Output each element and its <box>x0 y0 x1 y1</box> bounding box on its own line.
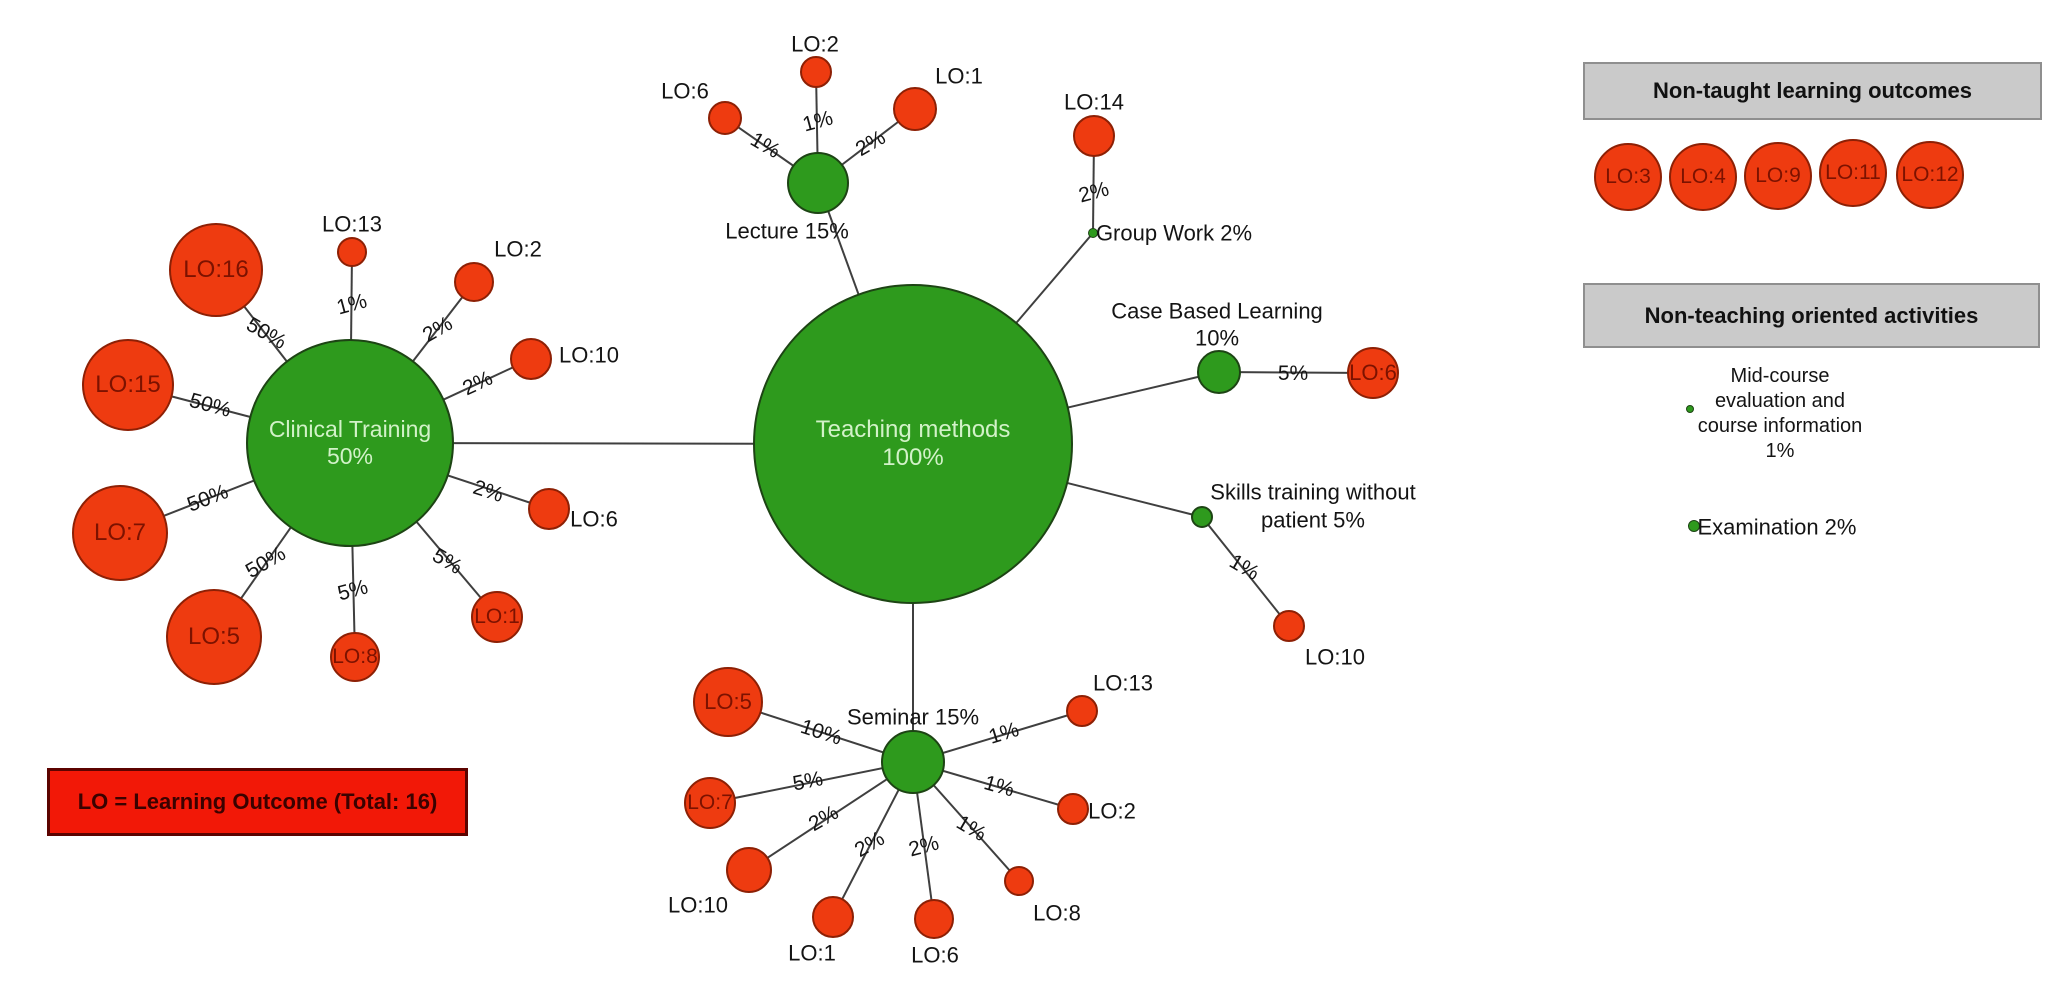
node-lecture <box>787 152 849 214</box>
label-l-lo6: LO:6 <box>661 78 709 104</box>
node-seminar <box>881 730 945 794</box>
node-se-lo2 <box>1057 793 1089 825</box>
label-se-lo8: LO:8 <box>1033 900 1081 926</box>
node-c-lo10 <box>510 338 552 380</box>
node-midcourse <box>1686 405 1694 413</box>
text-skills-pct: patient 5% <box>1261 507 1365 533</box>
node-c-lo5: LO:5 <box>166 589 262 685</box>
node-se-lo6 <box>914 899 954 939</box>
node-se-lo7: LO:7 <box>684 777 736 829</box>
edge-seminar-se-lo7 <box>709 761 914 804</box>
node-groupwork <box>1088 228 1098 238</box>
node-rp-lo11: LO:11 <box>1819 139 1887 207</box>
node-rp-lo12: LO:12 <box>1896 141 1964 209</box>
node-se-lo10 <box>726 847 772 893</box>
node-s-lo10 <box>1273 610 1305 642</box>
label-g-lo14: LO:14 <box>1064 89 1124 115</box>
node-rp-lo4: LO:4 <box>1669 143 1737 211</box>
label-se-lo1: LO:1 <box>788 940 836 966</box>
node-clinical: Clinical Training 50% <box>246 339 454 547</box>
label-c-lo10: LO:10 <box>559 342 619 368</box>
node-se-lo13 <box>1066 695 1098 727</box>
node-c-lo8: LO:8 <box>330 632 380 682</box>
node-se-lo8 <box>1004 866 1034 896</box>
label-c-lo2: LO:2 <box>494 236 542 262</box>
node-c-lo2 <box>454 262 494 302</box>
non-teaching-activities-title: Non-teaching oriented activities <box>1644 302 1979 328</box>
text-lecture-label: Lecture 15% <box>725 218 849 244</box>
edge-label-cbl-cb-lo6: 5% <box>1277 361 1309 385</box>
node-c-lo1: LO:1 <box>471 591 523 643</box>
label-c-lo6: LO:6 <box>570 506 618 532</box>
label-se-lo13: LO:13 <box>1093 670 1153 696</box>
edge-skills-s-lo10 <box>1201 516 1290 627</box>
node-c-lo6 <box>528 488 570 530</box>
node-se-lo1 <box>812 896 854 938</box>
label-se-lo2: LO:2 <box>1088 798 1136 824</box>
label-se-lo10: LO:10 <box>668 892 728 918</box>
node-c-lo16: LO:16 <box>169 223 263 317</box>
node-c-lo13 <box>337 237 367 267</box>
node-exam <box>1688 520 1700 532</box>
text-cbl-pct: 10% <box>1194 325 1240 351</box>
node-teaching: Teaching methods 100% <box>753 284 1073 604</box>
node-l-lo6 <box>708 101 742 135</box>
text-midcourse-label: Mid-course evaluation and course informa… <box>1697 365 1863 462</box>
node-c-lo15: LO:15 <box>82 339 174 431</box>
legend-box: LO = Learning Outcome (Total: 16) <box>47 768 468 836</box>
non-teaching-activities-header: Non-teaching oriented activities <box>1583 283 2040 348</box>
node-l-lo2 <box>800 56 832 88</box>
label-se-lo6: LO:6 <box>911 942 959 968</box>
label-l-lo1: LO:1 <box>935 63 983 89</box>
node-rp-lo9: LO:9 <box>1744 142 1812 210</box>
node-skills <box>1191 506 1213 528</box>
text-seminar-label: Seminar 15% <box>846 704 980 730</box>
node-g-lo14 <box>1073 115 1115 157</box>
node-rp-lo3: LO:3 <box>1594 143 1662 211</box>
legend-text: LO = Learning Outcome (Total: 16) <box>77 789 438 814</box>
node-cb-lo6: LO:6 <box>1347 347 1399 399</box>
non-taught-outcomes-title: Non-taught learning outcomes <box>1653 78 1972 103</box>
text-skills-label: Skills training without <box>1210 479 1416 505</box>
node-l-lo1 <box>893 87 937 131</box>
label-l-lo2: LO:2 <box>791 31 839 57</box>
node-c-lo7: LO:7 <box>72 485 168 581</box>
text-cbl-label: Case Based Learning <box>1111 298 1323 324</box>
node-se-lo5: LO:5 <box>693 667 763 737</box>
non-taught-outcomes-header: Non-taught learning outcomes <box>1583 62 2042 120</box>
text-exam-label: Examination 2% <box>1697 514 1857 540</box>
label-c-lo13: LO:13 <box>322 211 382 237</box>
label-s-lo10: LO:10 <box>1305 644 1365 670</box>
node-cbl <box>1197 350 1241 394</box>
text-groupwork-label: Group Work 2% <box>1095 220 1253 246</box>
